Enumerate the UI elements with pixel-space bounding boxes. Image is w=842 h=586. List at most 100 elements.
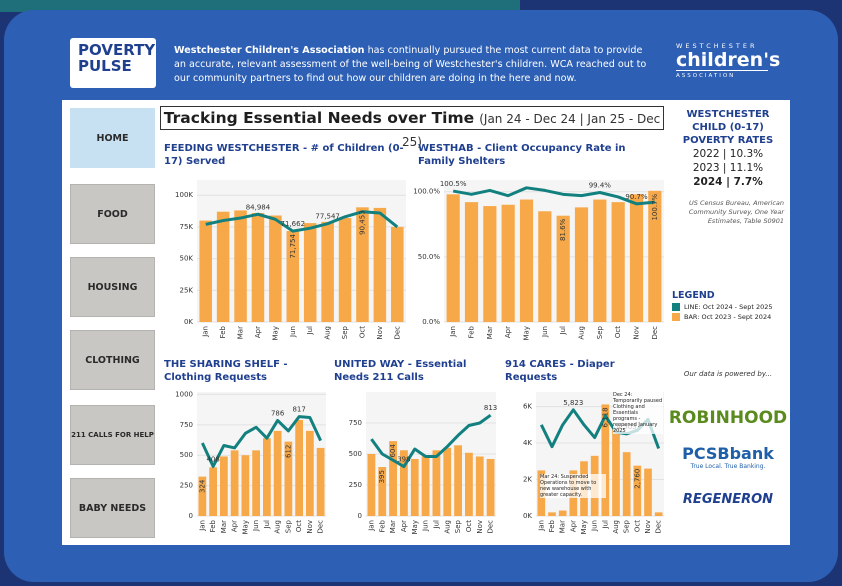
logo-bottom: PULSE — [78, 58, 156, 74]
chart: 0K25K50K75K100KJanFebMarAprMayJunJulAugS… — [163, 176, 410, 346]
y-tick-label: 2K — [523, 476, 532, 484]
x-tick-label: Sep — [623, 519, 631, 533]
bar — [368, 454, 376, 516]
bar — [520, 200, 533, 322]
data-label: 817 — [292, 406, 305, 414]
bar — [411, 459, 419, 516]
sponsor: ROBINHOOD — [668, 408, 788, 428]
x-tick-label: Apr — [254, 326, 262, 338]
data-label: 324 — [198, 479, 206, 493]
legend-item: BAR: Oct 2023 - Sept 2024 — [672, 313, 792, 321]
x-tick-label: Apr — [504, 326, 512, 338]
x-tick-label: Aug — [612, 520, 620, 534]
legend-title: LEGEND — [672, 290, 792, 301]
x-tick-label: Aug — [578, 326, 586, 340]
bar — [252, 450, 260, 516]
x-tick-label: Oct — [633, 520, 641, 532]
bar — [487, 459, 495, 516]
x-tick-label: Mar — [389, 520, 397, 533]
x-tick-label: Jun — [541, 326, 549, 338]
bar — [433, 450, 441, 516]
y-tick-label: 100K — [175, 191, 193, 199]
y-tick-label: 50.0% — [418, 253, 441, 261]
bar — [274, 431, 282, 516]
x-tick-label: Feb — [468, 325, 476, 338]
bar — [655, 512, 663, 516]
chart-title: THE SHARING SHELF - Clothing Requests — [164, 358, 324, 384]
x-tick-label: Feb — [219, 325, 227, 338]
data-label: 6,118 — [601, 407, 609, 427]
sponsor-tagline: True Local. True Banking. — [668, 463, 788, 470]
bar — [242, 455, 250, 516]
data-label: 408 — [206, 455, 219, 463]
bar — [483, 206, 496, 322]
data-label: 612 — [284, 445, 292, 458]
data-label: 100.5% — [440, 180, 467, 188]
intro-bold: Westchester Children's Association — [174, 45, 365, 56]
bar — [217, 212, 230, 322]
x-tick-label: Dec — [655, 520, 663, 534]
y-tick-label: 25K — [180, 286, 194, 294]
legend: LEGEND LINE: Oct 2024 - Sept 2025 BAR: O… — [672, 290, 792, 321]
legend-label: LINE: Oct 2024 - Sept 2025 — [684, 303, 773, 311]
x-tick-label: Mar — [237, 326, 245, 339]
x-tick-label: Feb — [378, 519, 386, 532]
bar — [630, 194, 643, 322]
x-tick-label: Jul — [432, 520, 440, 530]
data-label: 77,547 — [315, 213, 340, 221]
x-tick-label: Aug — [274, 520, 282, 534]
x-tick-label: Nov — [476, 520, 484, 534]
data-label: 395 — [378, 470, 386, 483]
y-tick-label: 500 — [349, 450, 362, 458]
y-tick-label: 100.0% — [413, 188, 440, 196]
bar — [234, 210, 247, 322]
x-tick-label: Aug — [443, 520, 451, 534]
y-tick-label: 250 — [349, 481, 362, 489]
x-tick-label: Sep — [341, 325, 349, 339]
bar — [391, 227, 404, 322]
x-tick-label: May — [580, 520, 588, 534]
nav-button[interactable]: 211 CALLS FOR HELP — [70, 405, 155, 465]
x-tick-label: Jul — [601, 520, 609, 530]
nav-button[interactable]: FOOD — [70, 184, 155, 244]
bar — [623, 452, 631, 516]
data-label: 99.4% — [589, 182, 612, 190]
bar — [295, 420, 303, 516]
org-logo: WESTCHESTER children's ASSOCIATION — [676, 42, 786, 79]
intro: Westchester Children's Association has c… — [174, 44, 654, 86]
data-label: 813 — [484, 404, 497, 412]
x-tick-label: Jun — [422, 520, 430, 532]
bar — [612, 428, 620, 516]
chart-title: 914 CARES - Diaper Requests — [505, 358, 665, 384]
bar — [443, 448, 451, 516]
x-tick-label: Sep — [454, 519, 462, 533]
x-tick-label: Jan — [449, 326, 457, 338]
x-tick-label: Sep — [596, 325, 604, 339]
nav-button[interactable]: BABY NEEDS — [70, 478, 155, 538]
org-line: ASSOCIATION — [676, 70, 768, 79]
logo-top: POVERTY — [78, 42, 156, 58]
nav-button[interactable]: HOME — [70, 108, 155, 168]
bar — [269, 216, 282, 323]
x-tick-label: Dec — [393, 326, 401, 340]
nav-button[interactable]: HOUSING — [70, 257, 155, 317]
bar — [304, 223, 317, 322]
bar — [209, 467, 217, 516]
bar — [593, 200, 606, 322]
page: {"header": {"logo_top": "POVERTY", "logo… — [0, 0, 842, 586]
x-tick-label: Feb — [209, 519, 217, 532]
powered-text: Our data is powered by... — [668, 370, 788, 378]
x-tick-label: May — [523, 326, 531, 340]
x-tick-label: Nov — [376, 326, 384, 340]
y-tick-label: 4K — [523, 439, 532, 447]
bar — [465, 202, 478, 322]
bar — [252, 213, 265, 322]
y-tick-label: 250 — [180, 482, 193, 490]
data-label: 786 — [271, 409, 285, 417]
nav-button[interactable]: CLOTHING — [70, 330, 155, 390]
legend-label: BAR: Oct 2023 - Sept 2024 — [684, 313, 771, 321]
x-tick-label: Jul — [263, 520, 271, 530]
